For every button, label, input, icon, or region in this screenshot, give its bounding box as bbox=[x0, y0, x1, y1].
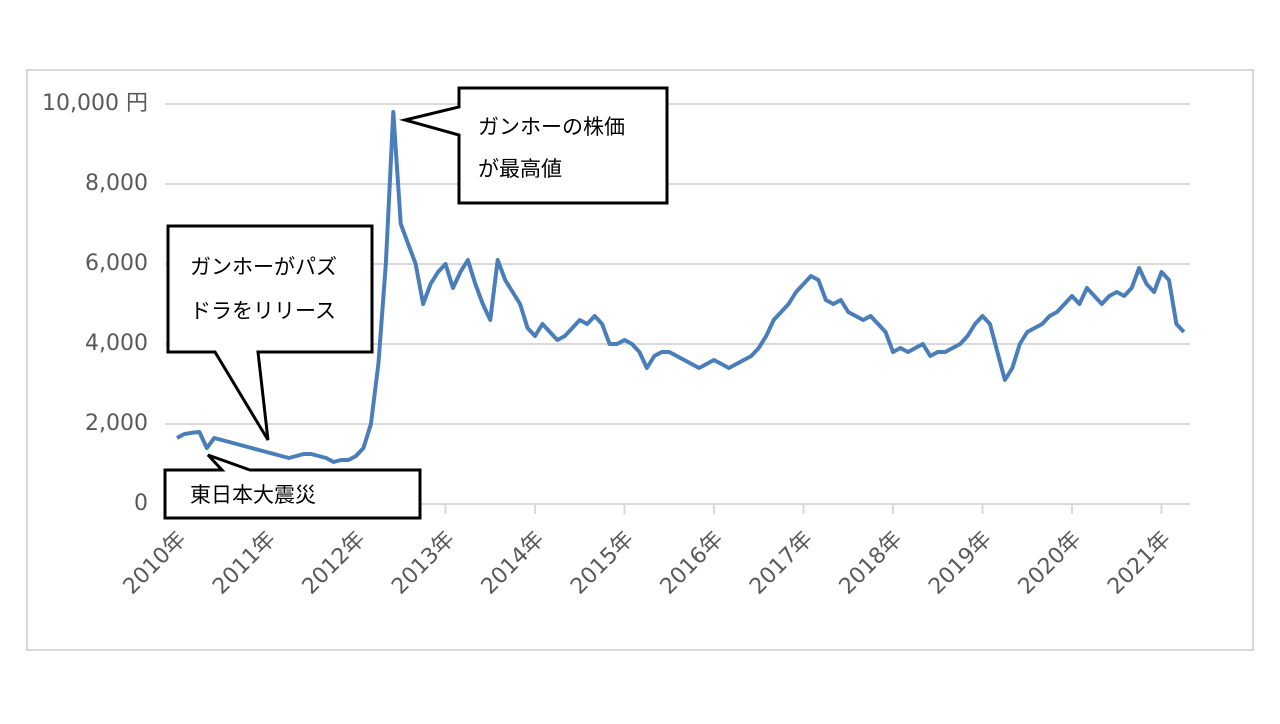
callout-box bbox=[163, 453, 422, 520]
y-tick-label: 10,000 円 bbox=[42, 91, 148, 116]
y-tick-label: 6,000 bbox=[85, 251, 148, 276]
callout: ガンホーがパズ ドラをリリース bbox=[166, 224, 374, 441]
annotation-text: 東日本大震災 bbox=[190, 483, 316, 507]
y-tick-label: 4,000 bbox=[85, 331, 148, 356]
y-tick-label: 0 bbox=[134, 491, 148, 516]
annotation-text: が最高値 bbox=[478, 157, 562, 181]
callout: 東日本大震災 bbox=[163, 453, 422, 520]
callout-box bbox=[166, 224, 374, 441]
callout: ガンホーの株価 が最高値 bbox=[399, 86, 669, 205]
y-tick-label: 2,000 bbox=[85, 411, 148, 436]
annotation-text: ドラをリリース bbox=[190, 299, 336, 323]
callout-box bbox=[399, 86, 669, 205]
annotation-text: ガンホーがパズ bbox=[190, 255, 337, 279]
price-line bbox=[176, 110, 1186, 464]
annotation-text: ガンホーの株価 bbox=[478, 115, 625, 139]
y-tick-label: 8,000 bbox=[85, 171, 148, 196]
